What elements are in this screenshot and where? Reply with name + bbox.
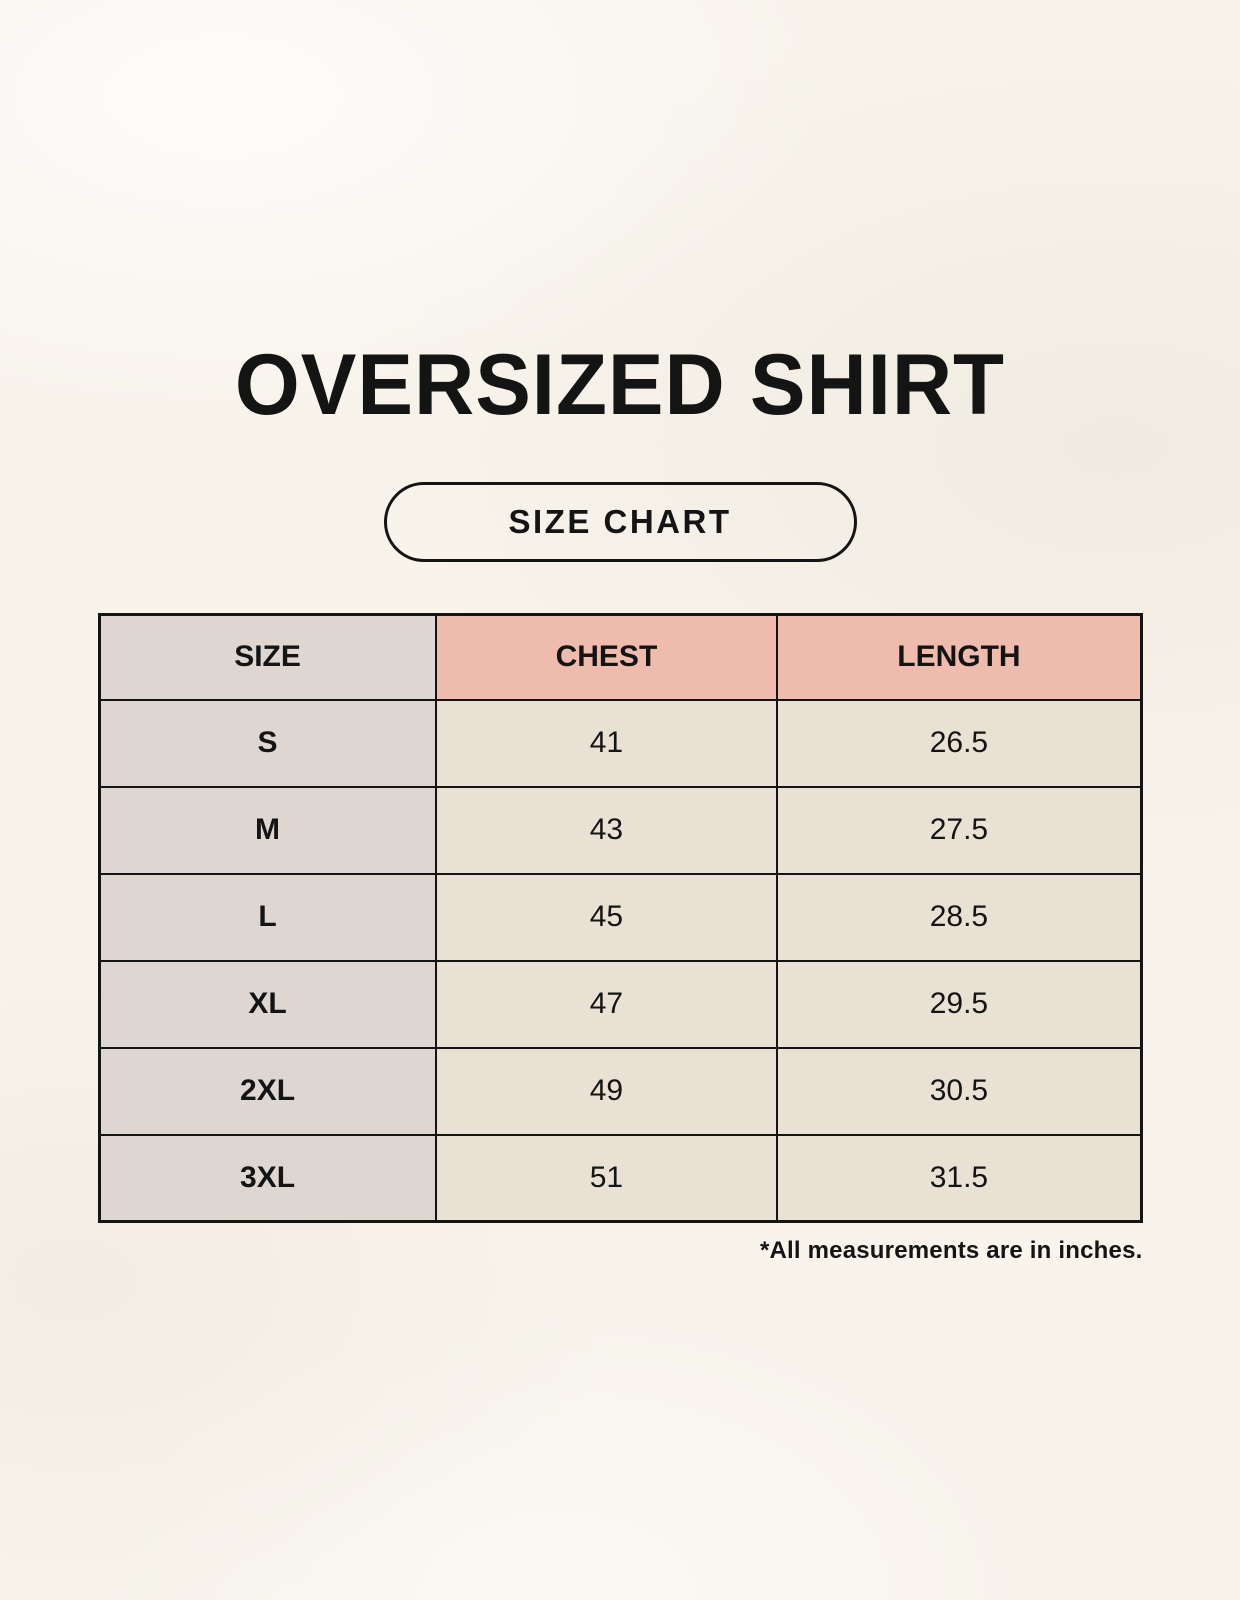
size-chart-badge-label: SIZE CHART (508, 503, 732, 540)
chest-cell: 47 (434, 959, 779, 1049)
table-row-s: S 41 26.5 (98, 698, 1142, 788)
size-cell: 3XL (98, 1133, 437, 1223)
table-row-3xl: 3XL 51 31.5 (98, 1133, 1142, 1223)
size-chart-table-wrapper: SIZE CHEST LENGTH S 41 26.5 M 43 27.5 L (97, 613, 1143, 1265)
size-cell: S (98, 698, 437, 788)
length-cell: 26.5 (776, 698, 1142, 788)
table-row-xl: XL 47 29.5 (98, 959, 1142, 1049)
table-body: S 41 26.5 M 43 27.5 L 45 28.5 XL 47 (98, 698, 1142, 1223)
page-title: OVERSIZED SHIRT (234, 337, 1006, 433)
column-header-size: SIZE (98, 613, 437, 701)
column-header-chest: CHEST (434, 613, 779, 701)
size-cell: L (98, 872, 437, 962)
header-row: SIZE CHEST LENGTH (98, 613, 1142, 701)
table-header: SIZE CHEST LENGTH (98, 613, 1142, 701)
size-cell: M (98, 785, 437, 875)
length-cell: 28.5 (776, 872, 1142, 962)
chest-cell: 43 (434, 785, 779, 875)
size-cell: 2XL (98, 1046, 437, 1136)
chest-cell: 49 (434, 1046, 779, 1136)
length-cell: 30.5 (776, 1046, 1142, 1136)
table-row-l: L 45 28.5 (98, 872, 1142, 962)
chest-cell: 51 (434, 1133, 779, 1223)
table-row-m: M 43 27.5 (98, 785, 1142, 875)
chest-cell: 41 (434, 698, 779, 788)
size-chart-table: SIZE CHEST LENGTH S 41 26.5 M 43 27.5 L (97, 613, 1143, 1223)
table-row-2xl: 2XL 49 30.5 (98, 1046, 1142, 1136)
size-chart-badge[interactable]: SIZE CHART (383, 482, 857, 562)
measurements-footnote: *All measurements are in inches. (759, 1237, 1143, 1264)
column-header-length: LENGTH (776, 613, 1142, 701)
size-cell: XL (98, 959, 437, 1049)
length-cell: 29.5 (776, 959, 1142, 1049)
length-cell: 27.5 (776, 785, 1142, 875)
chest-cell: 45 (434, 872, 779, 962)
length-cell: 31.5 (776, 1133, 1142, 1223)
